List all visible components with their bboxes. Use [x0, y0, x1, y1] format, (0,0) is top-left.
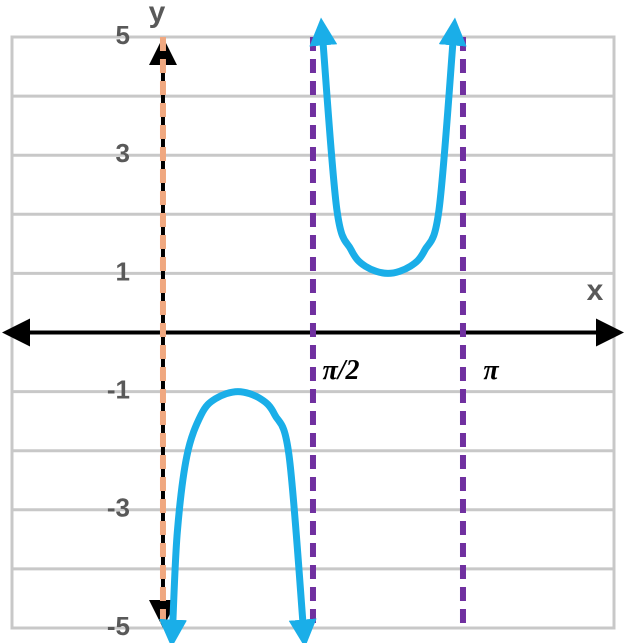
curve — [159, 388, 317, 643]
y-tick-label: -1 — [107, 374, 130, 404]
y-tick-label: -5 — [107, 611, 130, 641]
y-tick-label: 3 — [116, 138, 130, 168]
x-axis-label: x — [587, 274, 604, 307]
y-tick-label: 1 — [116, 256, 130, 286]
y-tick-label: 5 — [116, 20, 130, 50]
x-tick-label: π/2 — [322, 355, 359, 386]
y-tick-label: -3 — [107, 493, 130, 523]
curve — [309, 17, 467, 277]
x-tick-label: π — [483, 355, 499, 386]
y-axis-label: y — [149, 0, 166, 29]
